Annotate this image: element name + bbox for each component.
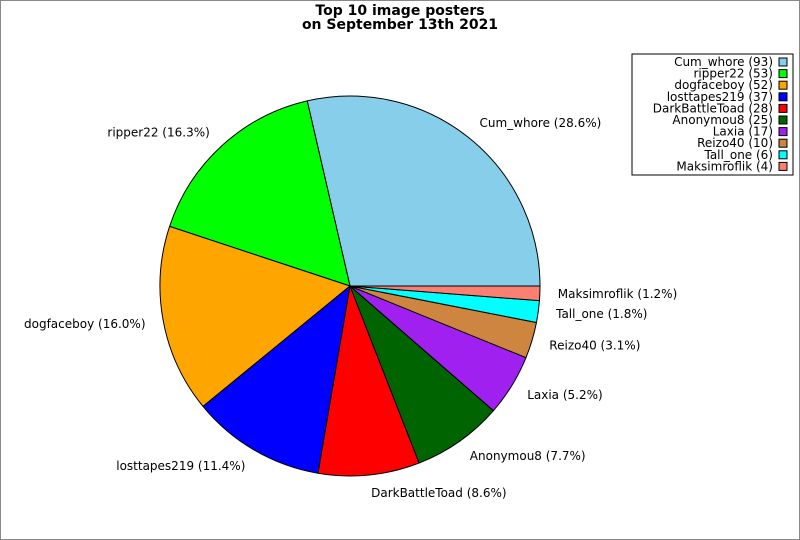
chart-title-line-1: Top 10 image posters — [315, 3, 485, 19]
legend-label: Tall_one (6) — [703, 148, 773, 162]
legend-label: ripper22 (53) — [693, 67, 773, 81]
legend-swatch — [778, 92, 788, 102]
slice-label-ripper22: ripper22 (16.3%) — [107, 125, 209, 139]
legend-box — [631, 53, 794, 176]
legend-item-tall-one: Tall_one (6) — [703, 148, 788, 162]
legend-label: dogfaceboy (52) — [674, 78, 773, 92]
pie-slice-dogfaceboy — [159, 225, 351, 407]
legend-label: DarkBattleToad (28) — [653, 101, 773, 115]
chart-title-line-2: on September 13th 2021 — [301, 17, 499, 33]
legend-swatch — [778, 115, 788, 125]
legend-swatch — [778, 80, 788, 90]
pie-labels: Cum_whore (28.6%) ripper22 (16.3%) dogface… — [24, 116, 677, 500]
legend-item-cum-whore: Cum_whore (93) — [674, 55, 788, 69]
legend-swatch — [778, 150, 788, 160]
legend-item-anonymou8: Anonymou8 (25) — [672, 113, 788, 127]
legend-label: Anonymou8 (25) — [672, 113, 773, 127]
legend-item-darkbattletoad: DarkBattleToad (28) — [653, 101, 788, 115]
legend-swatch — [778, 138, 788, 148]
slice-label-cum-whore: Cum_whore (28.6%) — [480, 116, 602, 130]
legend-label: Reizo40 (10) — [697, 136, 773, 150]
legend-swatch — [778, 57, 788, 67]
pie-slice-maksimroflik — [349, 285, 541, 302]
legend-item-ripper22: ripper22 (53) — [693, 67, 788, 81]
pie-slice-cum-whore — [306, 95, 541, 287]
pie-slice-ripper22 — [169, 100, 351, 287]
legend-swatch — [778, 127, 788, 137]
pie-slice-darkbattletoad — [317, 285, 420, 477]
legend-item-laxia: Laxia (17) — [713, 125, 788, 139]
slice-label-darkbattletoad: DarkBattleToad (8.6%) — [371, 486, 506, 500]
legend-item-reizo40: Reizo40 (10) — [697, 136, 788, 150]
slice-label-laxia: Laxia (5.2%) — [527, 388, 603, 402]
slice-label-dogfaceboy: dogfaceboy (16.0%) — [24, 317, 146, 331]
legend-item-losttapes219: losttapes219 (37) — [667, 90, 788, 104]
slice-label-losttapes219: losttapes219 (11.4%) — [116, 459, 245, 473]
slice-label-tall-one: Tall_one (1.8%) — [555, 307, 647, 321]
legend: Cum_whore (93)ripper22 (53)dogfaceboy (5… — [631, 53, 794, 176]
slice-label-reizo40: Reizo40 (3.1%) — [549, 339, 640, 353]
legend-swatch — [778, 103, 788, 113]
slice-label-anonymou8: Anonymou8 (7.7%) — [470, 449, 586, 463]
legend-swatch — [778, 161, 788, 171]
pie-slice-losttapes219 — [202, 285, 351, 474]
legend-label: Maksimroflik (4) — [676, 159, 773, 173]
legend-label: Cum_whore (93) — [674, 55, 773, 69]
slice-label-maksimroflik: Maksimroflik (1.2%) — [558, 287, 677, 301]
legend-item-maksimroflik: Maksimroflik (4) — [676, 159, 788, 173]
legend-item-dogfaceboy: dogfaceboy (52) — [674, 78, 788, 92]
legend-swatch — [778, 69, 788, 79]
legend-label: Laxia (17) — [713, 125, 773, 139]
legend-label: losttapes219 (37) — [667, 90, 773, 104]
pie-slices — [159, 95, 541, 477]
